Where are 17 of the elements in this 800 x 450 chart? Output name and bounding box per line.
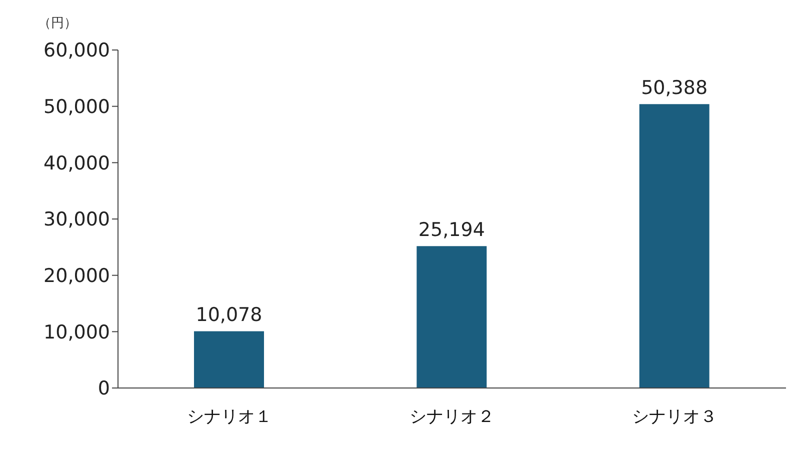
bar [639,104,710,388]
x-tick-label: シナリオ１ [186,407,272,428]
y-tick-label: 20,000 [44,265,110,288]
x-tick-label: シナリオ３ [632,407,718,428]
data-label: 50,388 [641,77,708,100]
y-axis-title: （円） [38,15,77,32]
y-tick-label: 10,000 [44,321,110,344]
y-tick-label: 40,000 [44,152,110,174]
data-label: 10,078 [196,304,262,326]
y-tick-label: 50,000 [44,96,110,118]
bar [416,246,487,388]
y-tick-label: 0 [98,378,110,400]
bar [194,331,264,388]
data-label: 25,194 [418,219,485,242]
x-tick-label: シナリオ２ [410,407,494,428]
y-tick-label: 60,000 [44,40,110,62]
y-tick-label: 30,000 [44,208,110,231]
